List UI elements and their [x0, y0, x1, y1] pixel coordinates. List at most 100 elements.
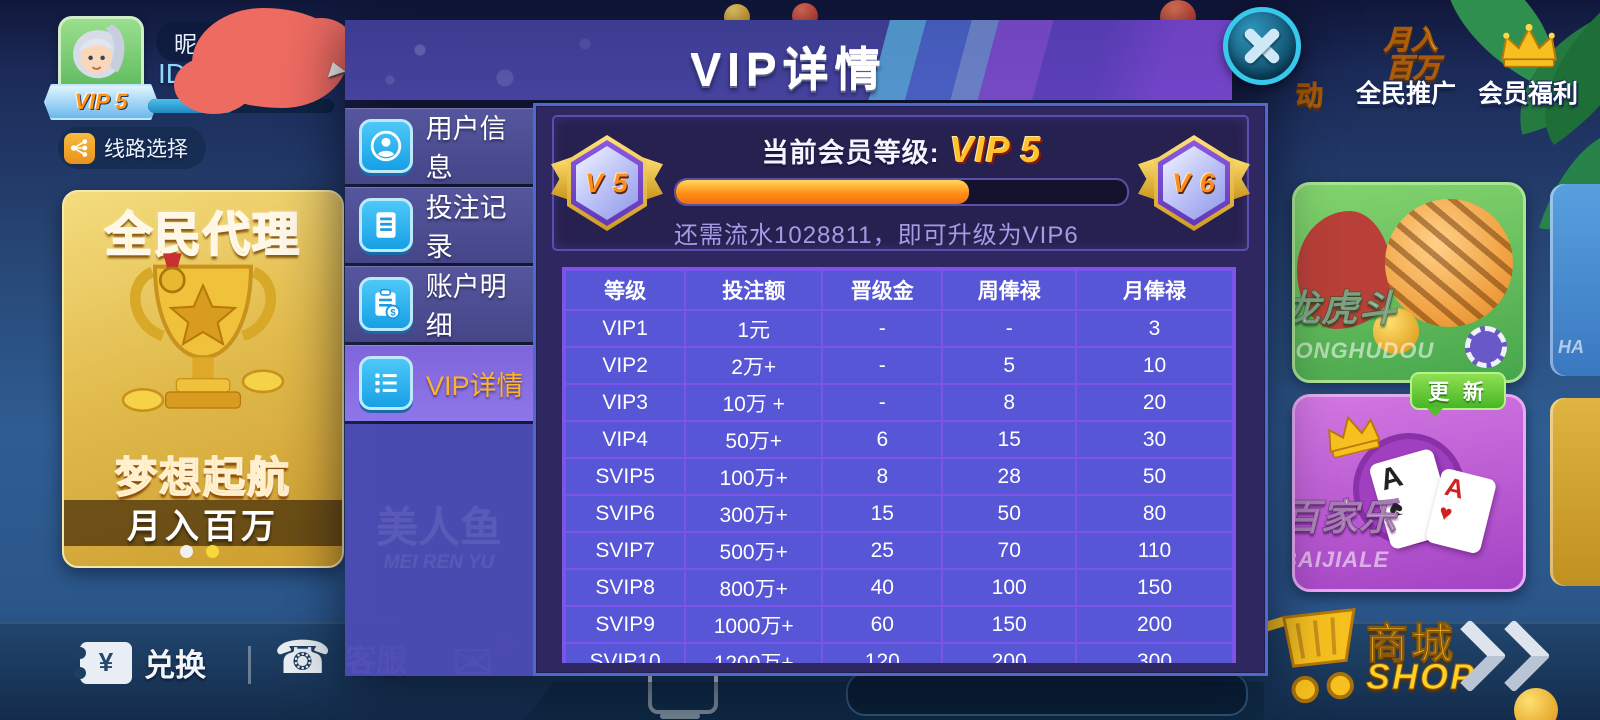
vip6-badge-label: V 6: [1172, 168, 1216, 198]
banner-subtitle: 月入百万: [64, 500, 342, 546]
vip-progress-fill: [676, 180, 970, 204]
user-vip-badge: VIP 5: [44, 84, 158, 120]
current-level-value: VIP 5: [949, 129, 1042, 170]
current-level-box: V 5 V 6 当前会员等级: VIP 5 还需流水1028811，即可升级为V…: [551, 115, 1250, 251]
crown-art: [1328, 415, 1381, 459]
table-cell: 1200万+: [684, 642, 824, 663]
crown-icon[interactable]: [1496, 22, 1562, 70]
promo-text-line2: 百万: [1386, 53, 1441, 84]
exchange-label: 兑换: [144, 648, 206, 683]
game-name-latin: BAIJIALE: [1295, 547, 1390, 572]
table-row: SVIP8 800万+ 40 100 150: [564, 568, 1234, 607]
game-name-latin: LONGHUDOU: [1292, 338, 1435, 363]
list-icon: [359, 356, 413, 410]
vip-table-container: 等级 投注额 晋级金 周俸禄 月俸禄 VIP1 1元 - -3 VIP2 2万+ -5 10 VIP3 1…: [562, 267, 1236, 663]
vip-details-modal: VIP详情 用户信息 投注记录 $ 账户: [345, 7, 1301, 676]
table-header-cell: 投注额: [684, 269, 824, 311]
table-cell: 500万+: [684, 531, 824, 570]
table-row: SVIP9 1000万+ 60 150 200: [564, 605, 1234, 644]
toolbar-divider: [248, 646, 251, 684]
current-level-label: 当前会员等级:: [761, 138, 940, 168]
table-cell: 200: [941, 642, 1077, 663]
shop-label-cn: 商城: [1365, 620, 1457, 668]
table-cell: 8: [941, 383, 1077, 422]
table-cell: 800万+: [684, 568, 824, 607]
nickname-text: 昵: [174, 31, 197, 57]
announcement-bar: [846, 672, 1248, 716]
table-cell: 120: [821, 642, 944, 663]
table-cell: 150: [941, 605, 1077, 644]
game-tile-longhudou[interactable]: 龙虎斗 LONGHUDOU: [1292, 182, 1526, 383]
game-tile-partial-blue[interactable]: HA: [1550, 184, 1600, 376]
table-cell: 8: [821, 457, 944, 496]
agent-promo-banner[interactable]: 全民代理 梦想起航 月入百万: [62, 190, 344, 568]
sidebar-item-label: VIP详情: [426, 370, 524, 401]
welfare-button-label[interactable]: 会员福利: [1478, 80, 1579, 108]
game-tile-baijiale[interactable]: A♠ A♥ 百家乐 BAIJIALE: [1292, 394, 1526, 592]
table-cell: 200: [1075, 605, 1234, 644]
table-cell: VIP3: [564, 383, 687, 422]
close-button[interactable]: [1223, 7, 1301, 85]
table-cell: 10万 +: [684, 383, 824, 422]
vip-details-panel: V 5 V 6 当前会员等级: VIP 5 还需流水1028811，即可升级为V…: [533, 103, 1268, 676]
sidebar-item-label: 投注记录: [425, 193, 507, 262]
table-cell: SVIP6: [564, 494, 687, 533]
promo-button-label[interactable]: 全民推广: [1356, 80, 1457, 108]
poker-chip-art: [1465, 326, 1507, 368]
network-nodes-icon: [64, 132, 95, 164]
tiger-art: [1385, 199, 1513, 327]
gold-coin-art: [1373, 308, 1419, 354]
table-cell: SVIP7: [564, 531, 687, 570]
table-cell: 150: [1075, 568, 1234, 607]
watermark-latin: MEI REN YU: [383, 552, 495, 573]
table-row: SVIP6 300万+ 15 50 80: [564, 494, 1234, 533]
carousel-dot-2[interactable]: [206, 545, 219, 558]
sidebar-item-bet-records[interactable]: 投注记录: [345, 187, 533, 263]
exchange-ticket-icon: ¥: [74, 641, 132, 684]
table-cell: 50万+: [684, 420, 824, 459]
table-cell: 28: [941, 457, 1077, 496]
table-cell: 30: [1075, 420, 1234, 459]
table-row: VIP3 10万 + -8 20: [564, 383, 1234, 422]
vip-progressbar: [674, 178, 1129, 206]
modal-title: VIP详情: [690, 44, 887, 96]
table-cell: -: [941, 309, 1077, 348]
table-cell: SVIP10: [564, 642, 687, 663]
svg-text:$: $: [390, 308, 396, 319]
shopping-cart-icon: [1259, 608, 1356, 704]
table-cell: 100: [941, 568, 1077, 607]
tiger-stripes: [1385, 199, 1513, 327]
table-header-row: 等级 投注额 晋级金 周俸禄 月俸禄: [564, 269, 1234, 311]
activity-label-partial[interactable]: 动: [1296, 81, 1324, 112]
table-cell: SVIP8: [564, 568, 687, 607]
chevron-right-icon: [1477, 619, 1551, 693]
game-name: 龙虎斗: [1292, 287, 1397, 330]
table-cell: 40: [821, 568, 944, 607]
table-cell: 10: [1075, 346, 1234, 385]
shop-button[interactable]: 商城 SHOP: [1258, 596, 1598, 720]
upgrade-hint-text: 还需流水1028811，即可升级为VIP6: [674, 222, 1079, 249]
sidebar-item-label: 账户明细: [425, 272, 507, 341]
table-cell: 6: [821, 420, 944, 459]
document-icon: [359, 198, 413, 252]
table-cell: 2万+: [684, 346, 824, 385]
carousel-dot-1[interactable]: [180, 545, 193, 558]
table-row: SVIP10 1200万+ 120 200 300: [564, 642, 1234, 663]
promo-text-line1: 月入: [1384, 25, 1439, 56]
exchange-button[interactable]: ¥ 兑换: [74, 640, 206, 685]
user-icon: [359, 119, 413, 173]
sidebar-item-user-info[interactable]: 用户信息: [345, 108, 533, 184]
table-cell: 60: [821, 605, 944, 644]
sidebar-item-vip-details[interactable]: VIP详情: [345, 345, 533, 421]
line-select-button[interactable]: 线路选择: [58, 127, 206, 169]
table-cell: 70: [941, 531, 1077, 570]
game-tile-partial-gold[interactable]: [1550, 398, 1600, 586]
update-badge-label: 更 新: [1428, 381, 1488, 404]
table-row: SVIP7 500万+ 25 70 110: [564, 531, 1234, 570]
vip5-badge: V 5: [551, 130, 663, 236]
sidebar-item-account-details[interactable]: $ 账户明细: [345, 266, 533, 342]
table-cell: 300万+: [684, 494, 824, 533]
table-cell: 15: [941, 420, 1077, 459]
table-cell: 1元: [684, 309, 824, 348]
